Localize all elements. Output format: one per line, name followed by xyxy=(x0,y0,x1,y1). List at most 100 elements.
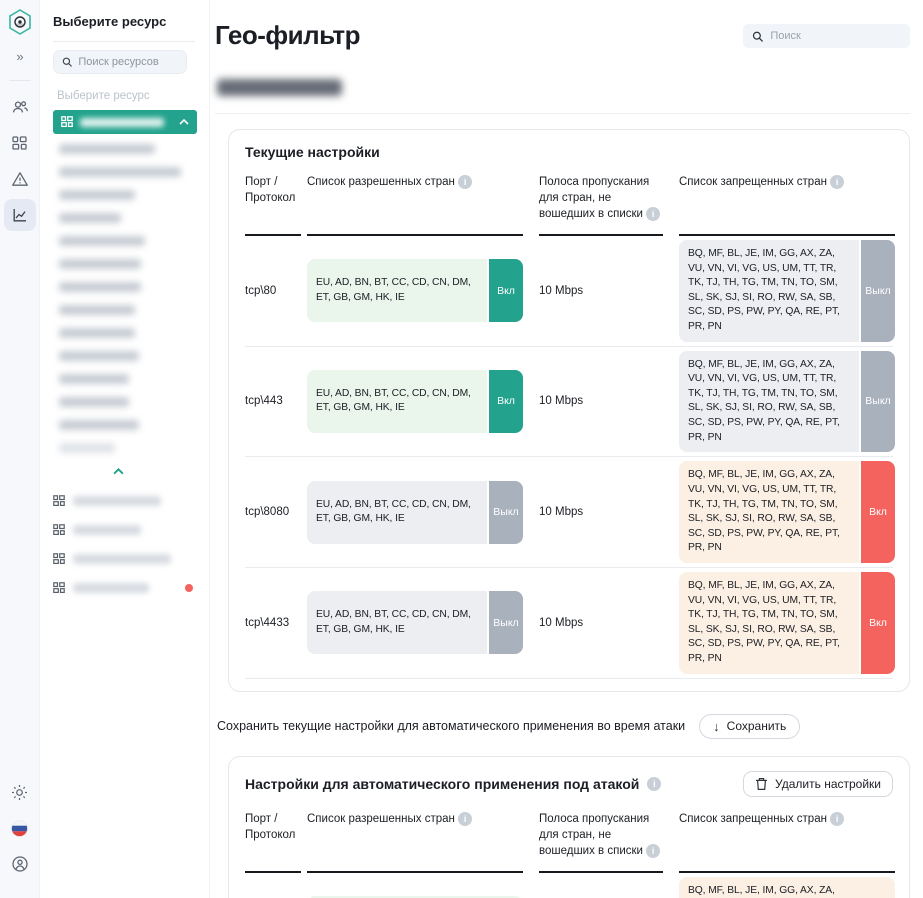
save-bar: Сохранить текущие настройки для автомати… xyxy=(217,713,910,739)
save-button-label: Сохранить xyxy=(726,719,787,734)
users-icon[interactable] xyxy=(4,91,36,123)
save-button[interactable]: ↓ Сохранить xyxy=(699,713,801,739)
resource-list-item[interactable] xyxy=(59,374,129,384)
port-protocol: tcp\443 xyxy=(245,395,283,408)
delete-settings-button[interactable]: Удалить настройки xyxy=(743,770,893,797)
blocked-toggle-badge[interactable]: Выкл xyxy=(861,350,895,453)
main-content: Гео-фильтр Текущие настройки Порт /Прото… xyxy=(210,0,923,898)
allowed-toggle-badge[interactable]: Выкл xyxy=(489,591,523,655)
blocked-countries-cell: BQ, MF, BL, JE, IM, GG, AX, ZA, VU, VN, … xyxy=(679,350,895,453)
blocked-countries-cell: BQ, MF, BL, JE, IM, GG, AX, ZA, VU, VN, … xyxy=(679,240,895,342)
brand-logo-icon xyxy=(4,6,36,38)
auto-settings-card: Настройки для автоматического применения… xyxy=(228,755,910,898)
expand-rail-icon[interactable]: » xyxy=(16,48,23,64)
trash-icon xyxy=(756,777,768,790)
grid-icon xyxy=(53,524,65,535)
column-blocked: Список запрещенных стран i xyxy=(679,811,895,873)
resource-list-item[interactable] xyxy=(59,259,141,269)
resource-list-item[interactable] xyxy=(59,167,181,177)
column-port: Порт / Протокол xyxy=(245,174,301,236)
alerts-icon[interactable] xyxy=(4,163,36,195)
blocked-countries-list: BQ, MF, BL, JE, IM, GG, AX, ZA, VU, VN, … xyxy=(679,461,859,563)
resource-list-item[interactable] xyxy=(59,213,121,223)
sidebar-title: Выберите ресурс xyxy=(53,14,167,29)
blocked-toggle-badge[interactable]: Вкл xyxy=(861,571,895,674)
grid-icon xyxy=(61,116,73,128)
allowed-countries-cell: EU, AD, BN, BT, CC, CD, CN, DM, ET, GB, … xyxy=(307,591,523,655)
selected-resource-group[interactable] xyxy=(53,110,197,134)
page-title: Гео-фильтр xyxy=(215,20,360,50)
blocked-countries-cell: BQ, MF, BL, JE, IM, GG, AX, ZA, VU, VN, … xyxy=(679,461,895,563)
search-icon xyxy=(752,31,764,42)
grid-icon xyxy=(53,582,65,593)
account-icon[interactable] xyxy=(4,848,36,880)
theme-sun-icon[interactable] xyxy=(4,776,36,808)
current-settings-title: Текущие настройки xyxy=(245,144,893,160)
allowed-countries-list: EU, AD, BN, BT, CC, CD, CN, DM, ET, GB, … xyxy=(307,895,489,898)
collapse-list-chevron-icon[interactable] xyxy=(53,468,183,475)
allowed-toggle-badge[interactable]: Вкл xyxy=(489,259,523,323)
resource-list-item[interactable] xyxy=(59,397,129,407)
column-port: Порт / Протокол xyxy=(245,811,301,873)
resource-list-item[interactable] xyxy=(59,351,139,361)
resource-list-item[interactable] xyxy=(59,305,135,315)
resource-sidebar: Выберите ресурс Выберите ресурс xyxy=(40,0,210,898)
global-search[interactable] xyxy=(743,24,910,48)
resource-list-item[interactable] xyxy=(59,190,135,200)
resource-list-item[interactable] xyxy=(59,420,139,430)
allowed-countries-cell: EU, AD, BN, BT, CC, CD, CN, DM, ET, GB, … xyxy=(307,480,523,544)
table-header: Порт / Протокол Список разрешенных стран … xyxy=(245,174,895,236)
allowed-countries-list: EU, AD, BN, BT, CC, CD, CN, DM, ET, GB, … xyxy=(307,480,487,544)
table-row: tcp\80 EU, AD, BN, BT, CC, CD, CN, DM, E… xyxy=(245,236,895,347)
info-icon[interactable]: i xyxy=(647,776,662,791)
auto-settings-title: Настройки для автоматического применения… xyxy=(245,776,662,792)
allowed-toggle-badge[interactable]: Выкл xyxy=(489,480,523,544)
sidebar-section-item[interactable] xyxy=(53,553,199,565)
info-icon[interactable]: i xyxy=(646,844,661,859)
blocked-countries-list: BQ, MF, BL, JE, IM, GG, AX, ZA, VU, VN, … xyxy=(679,240,859,342)
allowed-toggle-badge[interactable]: Вкл xyxy=(489,369,523,433)
column-bandwidth: Полоса пропускания для стран, не вошедши… xyxy=(539,811,663,873)
bandwidth-value: 10 Mbps xyxy=(539,395,584,408)
chevron-up-icon xyxy=(179,119,189,125)
resource-list-item[interactable] xyxy=(59,236,145,246)
redacted-label xyxy=(73,496,161,506)
analytics-chart-icon[interactable] xyxy=(3,199,36,231)
resource-list-item[interactable] xyxy=(59,282,141,292)
info-icon[interactable]: i xyxy=(646,207,661,222)
language-flag-icon[interactable] xyxy=(4,812,36,844)
blocked-toggle-badge[interactable]: Вкл xyxy=(861,461,895,563)
info-icon[interactable]: i xyxy=(458,811,473,826)
redacted-label xyxy=(73,554,171,564)
resources-grid-icon[interactable] xyxy=(4,127,36,159)
allowed-countries-list: EU, AD, BN, BT, CC, CD, CN, DM, ET, GB, … xyxy=(307,369,487,433)
redacted-label xyxy=(73,583,149,593)
current-settings-title-text: Текущие настройки xyxy=(245,144,380,160)
resource-search[interactable] xyxy=(53,50,187,74)
resource-list-item[interactable] xyxy=(59,328,135,338)
info-icon[interactable]: i xyxy=(830,175,845,190)
sidebar-section-item[interactable] xyxy=(53,495,199,507)
delete-settings-label: Удалить настройки xyxy=(775,776,881,791)
bandwidth-value: 10 Mbps xyxy=(539,284,584,297)
blocked-toggle-badge[interactable]: Выкл xyxy=(861,240,895,342)
blocked-countries-list: BQ, MF, BL, JE, IM, GG, AX, ZA, VU, VN, … xyxy=(679,571,859,674)
search-icon xyxy=(62,57,72,67)
resource-list-item[interactable] xyxy=(59,443,115,453)
sidebar-section-item[interactable] xyxy=(53,582,199,594)
resource-list-item[interactable] xyxy=(59,144,155,154)
table-row: tcp\4433 EU, AD, BN, BT, CC, CD, CN, DM,… xyxy=(245,568,895,679)
bandwidth-value: 10 Mbps xyxy=(539,616,584,629)
sidebar-divider xyxy=(53,41,195,42)
sidebar-section-item[interactable] xyxy=(53,524,199,536)
save-bar-text: Сохранить текущие настройки для автомати… xyxy=(217,719,686,734)
grid-icon xyxy=(53,553,65,564)
table-row: tcp\443 EU, AD, BN, BT, CC, CD, CN, DM, … xyxy=(245,347,895,458)
resource-search-input[interactable] xyxy=(78,56,178,68)
global-search-input[interactable] xyxy=(770,30,901,42)
info-icon[interactable]: i xyxy=(458,175,473,190)
info-icon[interactable]: i xyxy=(830,811,845,826)
resource-select-placeholder: Выберите ресурс xyxy=(57,90,150,102)
port-protocol: tcp\8080 xyxy=(245,506,290,519)
